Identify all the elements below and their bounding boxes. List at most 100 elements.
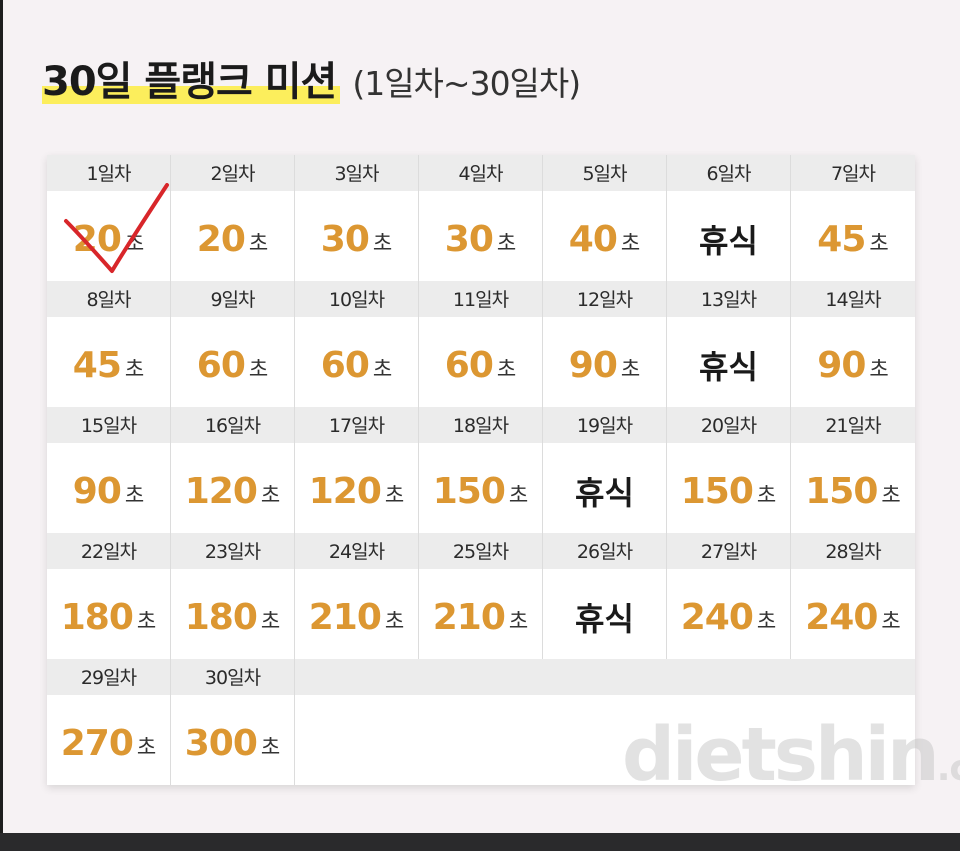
seconds-unit: 초 — [124, 231, 145, 255]
seconds-unit: 초 — [124, 483, 145, 507]
empty-cell — [295, 659, 419, 785]
day-cell: 14일차 90 초 — [791, 281, 915, 407]
day-label: 20일차 — [667, 407, 790, 443]
empty-cell — [791, 659, 915, 785]
rest-label: 휴식 — [699, 222, 758, 260]
day-label: 18일차 — [419, 407, 542, 443]
day-cell: 24일차 210 초 — [295, 533, 419, 659]
day-cell: 13일차 휴식 — [667, 281, 791, 407]
seconds-unit: 초 — [756, 609, 777, 633]
day-label: 14일차 — [791, 281, 915, 317]
day-cell: 17일차 120 초 — [295, 407, 419, 533]
day-cell: 9일차 60 초 — [171, 281, 295, 407]
seconds-value: 20 — [196, 218, 246, 260]
day-cell: 5일차 40 초 — [543, 155, 667, 281]
seconds-value: 270 — [60, 722, 134, 764]
seconds-value: 240 — [805, 596, 878, 638]
day-label: 13일차 — [667, 281, 790, 317]
day-value: 휴식 — [543, 443, 666, 533]
day-label: 30일차 — [171, 659, 294, 695]
day-value: 150 초 — [667, 443, 790, 533]
day-label: 12일차 — [543, 281, 666, 317]
day-cell: 16일차 120 초 — [171, 407, 295, 533]
day-value: 30 초 — [419, 191, 542, 281]
day-value: 20 초 — [171, 191, 294, 281]
seconds-unit: 초 — [136, 609, 157, 633]
seconds-unit: 초 — [260, 609, 281, 633]
day-value: 120 초 — [171, 443, 294, 533]
day-label: 6일차 — [667, 155, 790, 191]
empty-value — [295, 695, 419, 785]
seconds-value: 90 — [817, 344, 866, 386]
seconds-value: 150 — [432, 470, 506, 512]
seconds-value: 150 — [680, 470, 754, 512]
day-value: 150 초 — [419, 443, 542, 533]
left-edge — [0, 0, 3, 851]
day-label: 19일차 — [543, 407, 666, 443]
watermark-suffix: .com — [936, 748, 960, 789]
schedule-table: 1일차 20 초 2일차 20 초 3일차 30 초 4일차 30 초 5일차 40 초 6일차 휴식 7일차 45… — [47, 155, 915, 785]
day-cell: 25일차 210 초 — [419, 533, 543, 659]
seconds-unit: 초 — [508, 483, 529, 507]
day-label: 9일차 — [171, 281, 294, 317]
rest-label: 휴식 — [575, 600, 634, 638]
day-cell: 7일차 45 초 — [791, 155, 915, 281]
seconds-unit: 초 — [508, 609, 529, 633]
day-label: 22일차 — [47, 533, 170, 569]
seconds-value: 210 — [308, 596, 382, 638]
day-cell: 21일차 150 초 — [791, 407, 915, 533]
day-cell: 3일차 30 초 — [295, 155, 419, 281]
day-label: 4일차 — [419, 155, 542, 191]
day-value: 90 초 — [791, 317, 915, 407]
seconds-unit: 초 — [496, 231, 517, 255]
seconds-value: 240 — [680, 596, 754, 638]
seconds-unit: 초 — [384, 483, 405, 507]
day-label: 3일차 — [295, 155, 418, 191]
seconds-unit: 초 — [136, 735, 157, 759]
day-cell: 23일차 180 초 — [171, 533, 295, 659]
day-label: 24일차 — [295, 533, 418, 569]
day-value: 300 초 — [171, 695, 294, 785]
day-value: 90 초 — [543, 317, 666, 407]
day-value: 210 초 — [419, 569, 542, 659]
page-title: 30일 플랭크 미션 — [42, 56, 341, 108]
day-label: 21일차 — [791, 407, 915, 443]
bottom-bar — [0, 833, 960, 851]
seconds-value: 45 — [817, 218, 866, 260]
seconds-unit: 초 — [881, 609, 901, 633]
day-cell: 15일차 90 초 — [47, 407, 171, 533]
day-cell: 10일차 60 초 — [295, 281, 419, 407]
day-cell: 28일차 240 초 — [791, 533, 915, 659]
day-value: 60 초 — [171, 317, 294, 407]
seconds-value: 30 — [444, 218, 494, 260]
day-value: 45 초 — [791, 191, 915, 281]
day-label: 17일차 — [295, 407, 418, 443]
empty-value — [419, 695, 543, 785]
seconds-unit: 초 — [124, 357, 145, 381]
day-value: 240 초 — [791, 569, 915, 659]
day-label: 15일차 — [47, 407, 170, 443]
seconds-unit: 초 — [372, 357, 393, 381]
day-value: 60 초 — [419, 317, 542, 407]
day-value: 40 초 — [543, 191, 666, 281]
day-value: 90 초 — [47, 443, 170, 533]
seconds-value: 30 — [320, 218, 370, 260]
day-cell: 30일차 300 초 — [171, 659, 295, 785]
title-block: 30일 플랭크 미션 (1일차~30일차) — [42, 56, 581, 116]
day-value: 120 초 — [295, 443, 418, 533]
schedule-grid: 1일차 20 초 2일차 20 초 3일차 30 초 4일차 30 초 5일차 40 초 6일차 휴식 7일차 45… — [47, 155, 915, 785]
empty-cell — [543, 659, 667, 785]
day-value: 210 초 — [295, 569, 418, 659]
seconds-value: 60 — [320, 344, 370, 386]
day-label: 26일차 — [543, 533, 666, 569]
watermark-text: dietshin — [622, 712, 940, 798]
day-label: 8일차 — [47, 281, 170, 317]
day-cell: 8일차 45 초 — [47, 281, 171, 407]
seconds-value: 40 — [568, 218, 618, 260]
day-cell: 20일차 150 초 — [667, 407, 791, 533]
day-value: 휴식 — [667, 317, 790, 407]
seconds-unit: 초 — [248, 357, 269, 381]
